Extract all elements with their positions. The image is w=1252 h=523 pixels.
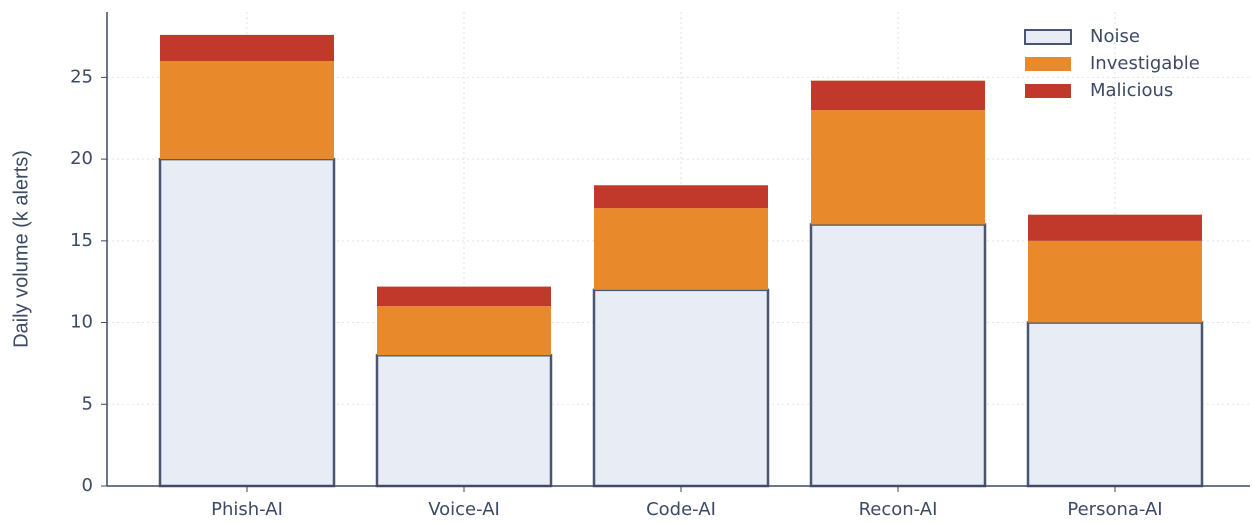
bar-segment [811, 110, 985, 225]
y-axis-label: Daily volume (k alerts) [10, 150, 32, 348]
legend-swatch [1025, 84, 1071, 98]
legend-label: Noise [1090, 26, 1140, 47]
x-tick-label: Code-AI [646, 499, 716, 520]
y-tick-label: 20 [70, 148, 93, 169]
x-tick-label: Persona-AI [1067, 499, 1162, 520]
y-tick-label: 15 [70, 230, 93, 251]
bar-segment [1028, 214, 1202, 241]
bar-segment [594, 208, 768, 290]
bar-segment [160, 34, 334, 62]
legend-swatch [1025, 57, 1071, 71]
legend-label: Investigable [1090, 53, 1200, 74]
bar-segment [592, 288, 770, 488]
bar-segment [377, 286, 551, 307]
bar-segment [594, 185, 768, 209]
x-tick-label: Phish-AI [211, 499, 283, 520]
bar-segment [160, 61, 334, 160]
y-tick-label: 10 [70, 312, 93, 333]
bar-segment [1026, 321, 1204, 488]
bar-segment [158, 157, 336, 488]
y-tick-label: 25 [70, 66, 93, 87]
legend-swatch [1024, 29, 1072, 45]
bar-segment [377, 306, 551, 356]
bar-segment [811, 80, 985, 111]
x-tick-label: Voice-AI [428, 499, 500, 520]
bar-segment [809, 223, 987, 488]
y-tick-label: 5 [82, 393, 93, 414]
bar-segment [375, 353, 553, 488]
x-tick-label: Recon-AI [859, 499, 938, 520]
bar-segment [1028, 240, 1202, 323]
legend-label: Malicious [1090, 80, 1173, 101]
y-tick-label: 0 [82, 475, 93, 496]
